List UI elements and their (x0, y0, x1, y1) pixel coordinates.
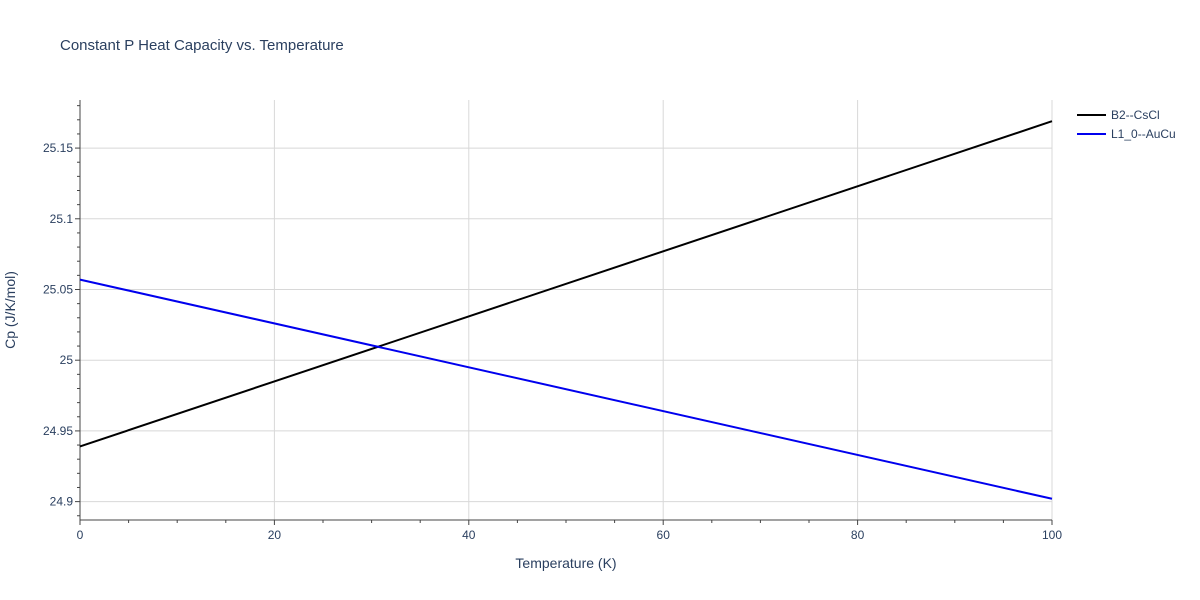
x-tick-label: 60 (657, 528, 671, 542)
y-tick-label: 25.05 (43, 282, 73, 296)
x-tick-label: 80 (851, 528, 865, 542)
y-tick-label: 25.1 (50, 212, 74, 226)
grid (80, 100, 1053, 520)
y-tick-label: 24.95 (43, 424, 73, 438)
legend-item[interactable]: B2--CsCl (1077, 108, 1160, 122)
y-tick-label: 24.9 (50, 495, 74, 509)
y-axis-title: Cp (J/K/mol) (2, 271, 18, 349)
axes (75, 100, 1053, 525)
series-line-1 (79, 120, 1053, 448)
y-tick-labels: 24.9 24.95 25 25.05 25.1 25.15 (43, 141, 73, 509)
chart-title: Constant P Heat Capacity vs. Temperature (60, 37, 344, 54)
x-tick-label: 40 (462, 528, 476, 542)
x-tick-label: 100 (1042, 528, 1062, 542)
legend-label: L1_0--AuCu (1111, 127, 1176, 141)
y-tick-label: 25 (60, 353, 74, 367)
x-tick-labels: 0 20 40 60 80 100 (77, 528, 1063, 542)
x-tick-label: 20 (268, 528, 282, 542)
x-tick-label: 0 (77, 528, 84, 542)
legend-label: B2--CsCl (1111, 108, 1160, 122)
legend[interactable]: B2--CsCl L1_0--AuCu (1077, 108, 1176, 141)
series (79, 120, 1053, 500)
legend-item[interactable]: L1_0--AuCu (1077, 127, 1176, 141)
y-tick-label: 25.15 (43, 141, 73, 155)
series-line-2 (79, 278, 1053, 500)
x-axis-title: Temperature (K) (515, 555, 616, 571)
